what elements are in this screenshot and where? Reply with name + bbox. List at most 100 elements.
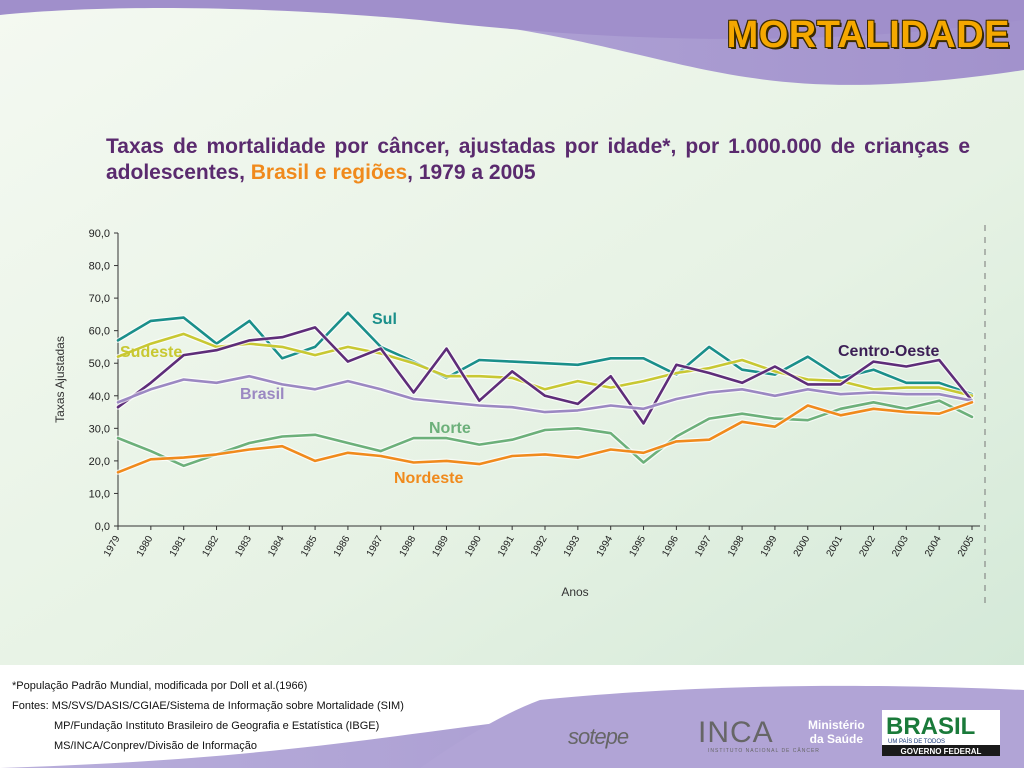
- data-point-sudeste: [609, 386, 612, 389]
- inca-logo-subtitle: INSTITUTO NACIONAL DE CÂNCER: [708, 748, 820, 754]
- data-point-sul: [609, 357, 612, 360]
- data-point-brasil: [511, 406, 513, 408]
- data-point-nordeste: [314, 460, 316, 462]
- data-point-norte: [379, 450, 382, 452]
- data-point-sul: [478, 359, 481, 361]
- data-point-brasil: [872, 391, 875, 394]
- data-point-nordeste: [117, 471, 119, 474]
- data-point-sudeste: [511, 377, 513, 379]
- data-point-norte: [708, 417, 711, 420]
- data-point-centro-oeste: [248, 339, 251, 342]
- data-point-nordeste: [905, 411, 908, 413]
- x-tick-label: 1995: [627, 534, 648, 559]
- data-point-nordeste: [182, 456, 185, 459]
- data-point-sul: [347, 311, 349, 314]
- data-point-brasil: [839, 393, 842, 395]
- data-point-norte: [412, 437, 415, 439]
- ministerio-line-1: Ministério: [808, 718, 865, 732]
- data-point-centro-oeste: [675, 364, 678, 366]
- data-point-sul: [182, 316, 185, 319]
- data-point-centro-oeste: [609, 375, 612, 378]
- data-point-sul: [544, 362, 546, 365]
- data-point-brasil: [347, 380, 349, 382]
- y-tick-label: 20,0: [89, 456, 110, 468]
- data-point-sudeste: [150, 342, 152, 345]
- data-point-nordeste: [642, 451, 645, 454]
- footnote-source-sim: Fontes: MS/SVS/DASIS/CGIAE/Sistema de In…: [12, 700, 404, 712]
- series-label-norte: Norte: [429, 420, 471, 437]
- y-tick-label: 50,0: [89, 358, 110, 370]
- data-point-norte: [642, 461, 645, 464]
- governo-federal-text: GOVERNO FEDERAL: [901, 747, 982, 756]
- x-tick-label: 2001: [825, 534, 846, 559]
- brasil-tagline: UM PAÍS DE TODOS: [888, 738, 945, 745]
- x-tick-label: 1987: [365, 534, 386, 559]
- data-point-sul: [905, 381, 908, 384]
- data-point-nordeste: [347, 451, 349, 454]
- data-point-norte: [314, 434, 316, 436]
- data-point-brasil: [182, 378, 185, 381]
- data-point-brasil: [478, 404, 481, 407]
- data-point-brasil: [806, 388, 809, 391]
- data-point-norte: [872, 401, 875, 404]
- subtitle-text: Taxas de mortalidade por câncer, ajustad…: [106, 135, 970, 184]
- data-point-brasil: [609, 404, 612, 407]
- x-tick-label: 1996: [660, 534, 681, 559]
- sponsor-logos: sotepe INCA INSTITUTO NACIONAL DE CÂNCER…: [560, 708, 1000, 758]
- data-point-norte: [741, 412, 743, 415]
- data-point-sudeste: [905, 386, 908, 389]
- data-point-sudeste: [872, 388, 875, 391]
- x-tick-label: 1988: [398, 534, 419, 559]
- x-tick-label: 1992: [529, 534, 550, 559]
- data-point-sul: [642, 357, 645, 360]
- data-point-sudeste: [445, 375, 448, 378]
- data-point-nordeste: [741, 421, 743, 423]
- x-tick-label: 2002: [857, 534, 878, 559]
- data-point-nordeste: [511, 455, 513, 457]
- data-point-centro-oeste: [215, 349, 218, 351]
- data-point-sul: [872, 368, 875, 371]
- x-tick-label: 1990: [463, 534, 484, 559]
- data-point-centro-oeste: [478, 399, 481, 402]
- data-point-norte: [478, 443, 481, 446]
- x-tick-label: 1986: [332, 534, 353, 559]
- data-point-sudeste: [117, 355, 119, 358]
- data-point-nordeste: [806, 404, 809, 407]
- data-point-centro-oeste: [806, 383, 809, 386]
- data-point-brasil: [938, 393, 940, 395]
- brasil-wordmark: BRASIL: [886, 713, 975, 740]
- ministerio-line-2: da Saúde: [809, 732, 864, 746]
- y-tick-label: 70,0: [89, 293, 110, 305]
- y-tick-label: 30,0: [89, 423, 110, 435]
- data-point-norte: [281, 435, 284, 438]
- data-point-nordeste: [938, 412, 940, 415]
- x-tick-label: 1981: [168, 534, 189, 559]
- data-point-centro-oeste: [872, 360, 875, 363]
- data-point-centro-oeste: [445, 347, 448, 350]
- data-point-centro-oeste: [511, 370, 513, 373]
- x-tick-label: 1984: [266, 534, 287, 559]
- footnote-population: *População Padrão Mundial, modificada po…: [12, 680, 308, 692]
- y-tick-label: 0,0: [95, 521, 110, 533]
- data-point-sudeste: [577, 380, 579, 382]
- series-label-sudeste: Sudeste: [120, 344, 182, 361]
- data-point-brasil: [708, 391, 711, 394]
- x-tick-label: 2000: [792, 534, 813, 559]
- data-point-centro-oeste: [642, 422, 645, 425]
- data-point-centro-oeste: [905, 365, 908, 368]
- data-point-centro-oeste: [708, 372, 711, 374]
- data-point-sudeste: [182, 333, 185, 335]
- series-label-centro-oeste: Centro-Oeste: [838, 343, 939, 360]
- data-point-centro-oeste: [412, 391, 415, 394]
- data-point-nordeste: [281, 445, 284, 448]
- data-point-sul: [150, 320, 152, 322]
- data-point-centro-oeste: [741, 381, 743, 384]
- data-point-nordeste: [379, 455, 382, 457]
- y-axis-label: Taxas Ajustadas: [53, 336, 67, 423]
- data-point-brasil: [379, 388, 382, 391]
- data-point-centro-oeste: [938, 359, 940, 361]
- data-point-nordeste: [150, 458, 152, 461]
- subtitle-highlight: Brasil e regiões: [250, 161, 408, 184]
- data-point-centro-oeste: [379, 347, 382, 350]
- footnote-source-inca: MS/INCA/Conprev/Divisão de Informação: [54, 740, 257, 752]
